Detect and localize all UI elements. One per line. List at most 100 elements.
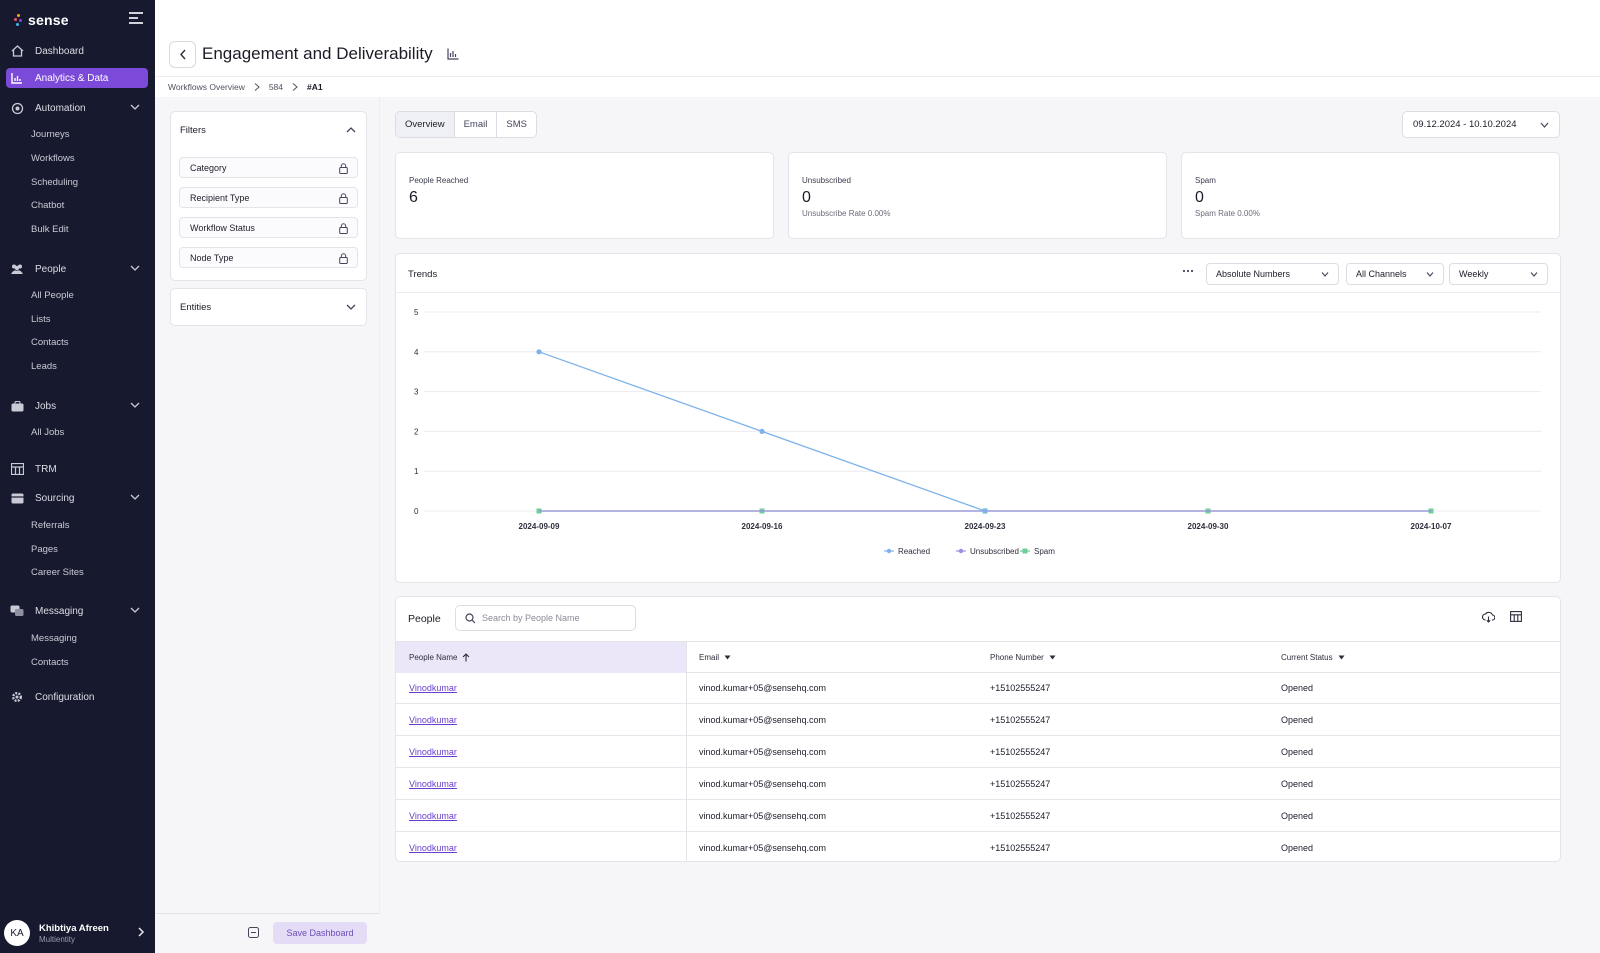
nav-messaging-sub[interactable]: Messaging [31, 633, 77, 644]
person-name-link[interactable]: Vinodkumar [409, 779, 457, 789]
column-divider [686, 641, 687, 861]
tab-email[interactable]: Email [455, 112, 498, 137]
nav-leads[interactable]: Leads [31, 361, 57, 372]
nav-contacts[interactable]: Contacts [31, 337, 69, 348]
nav-chatbot[interactable]: Chatbot [31, 200, 65, 211]
person-name-link[interactable]: Vinodkumar [409, 811, 457, 821]
nav-messaging[interactable]: Messaging [6, 601, 148, 621]
column-email[interactable]: Email [686, 642, 977, 673]
person-email: vinod.kumar+05@sensehq.com [699, 715, 826, 725]
nav-dashboard[interactable]: Dashboard [6, 41, 148, 61]
entities-panel[interactable]: Entities [170, 288, 367, 326]
channel-select[interactable]: All Channels [1346, 263, 1444, 285]
table-row: Vinodkumar vinod.kumar+05@sensehq.com +1… [396, 801, 1560, 832]
chart-icon[interactable] [447, 48, 459, 60]
nav-analytics[interactable]: Analytics & Data [6, 68, 148, 88]
filter-label: Category [190, 162, 227, 173]
column-phone-number[interactable]: Phone Number [977, 642, 1268, 673]
people-search-input[interactable]: Search by People Name [455, 605, 636, 631]
search-icon [465, 613, 476, 624]
collapse-filters-icon[interactable] [248, 927, 259, 938]
metric-select[interactable]: Absolute Numbers [1206, 263, 1339, 285]
person-name-link[interactable]: Vinodkumar [409, 747, 457, 757]
columns-icon[interactable] [1510, 611, 1522, 622]
nav-scheduling[interactable]: Scheduling [31, 177, 79, 188]
user-name: Khibtiya Afreen [39, 922, 109, 934]
chevron-down-icon[interactable] [130, 492, 140, 502]
stat-rate: Unsubscribe Rate 0.00% [802, 209, 891, 218]
filter-label: Node Type [190, 252, 234, 263]
collapse-sidebar-icon[interactable] [129, 12, 143, 24]
chevron-down-icon[interactable] [130, 263, 140, 273]
nav-journeys[interactable]: Journeys [31, 129, 70, 140]
filter-node-type[interactable]: Node Type [179, 247, 358, 268]
nav-bulk-edit[interactable]: Bulk Edit [31, 224, 69, 235]
y-tick-label: 1 [414, 467, 419, 476]
cloud-download-icon[interactable] [1482, 611, 1495, 623]
person-email: vinod.kumar+05@sensehq.com [699, 811, 826, 821]
sourcing-icon [10, 491, 24, 505]
stat-people-reached: People Reached 6 [395, 152, 774, 239]
metric-select-value: Absolute Numbers [1216, 269, 1291, 279]
chevron-down-icon[interactable] [130, 605, 140, 615]
column-current-status[interactable]: Current Status [1268, 642, 1560, 673]
column-people-name[interactable]: People Name [396, 642, 686, 673]
nav-people[interactable]: People [6, 259, 148, 279]
date-range-select[interactable]: 09.12.2024 - 10.10.2024 [1402, 111, 1560, 138]
nav-pages[interactable]: Pages [31, 544, 58, 555]
nav-trm[interactable]: TRM [6, 459, 148, 479]
filter-category[interactable]: Category [179, 157, 358, 178]
sort-ascending-icon [463, 653, 470, 662]
table-header: People Name Email Phone Number Current S… [396, 641, 1560, 673]
filter-label: Workflow Status [190, 222, 255, 233]
filters-panel: Filters Category Recipient Type Workflow… [170, 111, 367, 281]
column-label: Email [699, 653, 720, 662]
home-icon [10, 44, 24, 58]
user-menu[interactable]: KA Khibtiya Afreen Multientity [0, 913, 155, 953]
chevron-down-icon[interactable] [130, 400, 140, 410]
entities-title: Entities [180, 302, 212, 313]
stat-unsubscribed: Unsubscribed 0 Unsubscribe Rate 0.00% [788, 152, 1167, 239]
tab-sms[interactable]: SMS [506, 119, 527, 130]
person-phone: +15102555247 [990, 843, 1051, 853]
chevron-down-icon[interactable] [346, 303, 356, 311]
filter-workflow-status[interactable]: Workflow Status [179, 217, 358, 238]
nav-jobs[interactable]: Jobs [6, 396, 148, 416]
nav-messaging-contacts[interactable]: Contacts [31, 657, 69, 668]
save-dashboard-button[interactable]: Save Dashboard [273, 922, 367, 944]
people-title: People [408, 613, 441, 625]
interval-select[interactable]: Weekly [1449, 263, 1548, 285]
briefcase-icon [10, 399, 24, 413]
person-status: Opened [1281, 683, 1314, 693]
nav-configuration[interactable]: Configuration [6, 687, 148, 707]
person-name-link[interactable]: Vinodkumar [409, 715, 457, 725]
breadcrumb-workflows-overview[interactable]: Workflows Overview [168, 82, 245, 92]
breadcrumb-workflow-id[interactable]: 584 [268, 82, 284, 92]
logo[interactable]: sense [14, 9, 69, 31]
x-tick-label: 2024-09-16 [742, 522, 783, 531]
nav-referrals[interactable]: Referrals [31, 520, 70, 531]
tab-overview[interactable]: Overview [396, 112, 455, 137]
back-button[interactable] [169, 41, 196, 68]
nav-all-jobs[interactable]: All Jobs [31, 427, 65, 438]
y-tick-label: 2 [414, 427, 419, 436]
data-point [982, 508, 988, 514]
nav-career-sites[interactable]: Career Sites [31, 567, 84, 578]
person-name-link[interactable]: Vinodkumar [409, 683, 457, 693]
person-name-link[interactable]: Vinodkumar [409, 843, 457, 853]
nav-automation[interactable]: Automation [6, 98, 148, 118]
divider [396, 292, 1560, 293]
nav-label: Configuration [35, 691, 95, 703]
user-entity: Multientity [39, 934, 76, 944]
chevron-up-icon[interactable] [346, 126, 356, 134]
nav-sourcing[interactable]: Sourcing [6, 488, 148, 508]
filter-recipient-type[interactable]: Recipient Type [179, 187, 358, 208]
nav-all-people[interactable]: All People [31, 290, 74, 301]
nav-workflows[interactable]: Workflows [31, 153, 75, 164]
search-placeholder: Search by People Name [482, 613, 580, 623]
chevron-right-icon[interactable] [137, 927, 145, 937]
caret-down-icon [1338, 655, 1345, 660]
chevron-down-icon[interactable] [130, 102, 140, 112]
more-icon[interactable] [1182, 268, 1194, 274]
nav-lists[interactable]: Lists [31, 314, 51, 325]
